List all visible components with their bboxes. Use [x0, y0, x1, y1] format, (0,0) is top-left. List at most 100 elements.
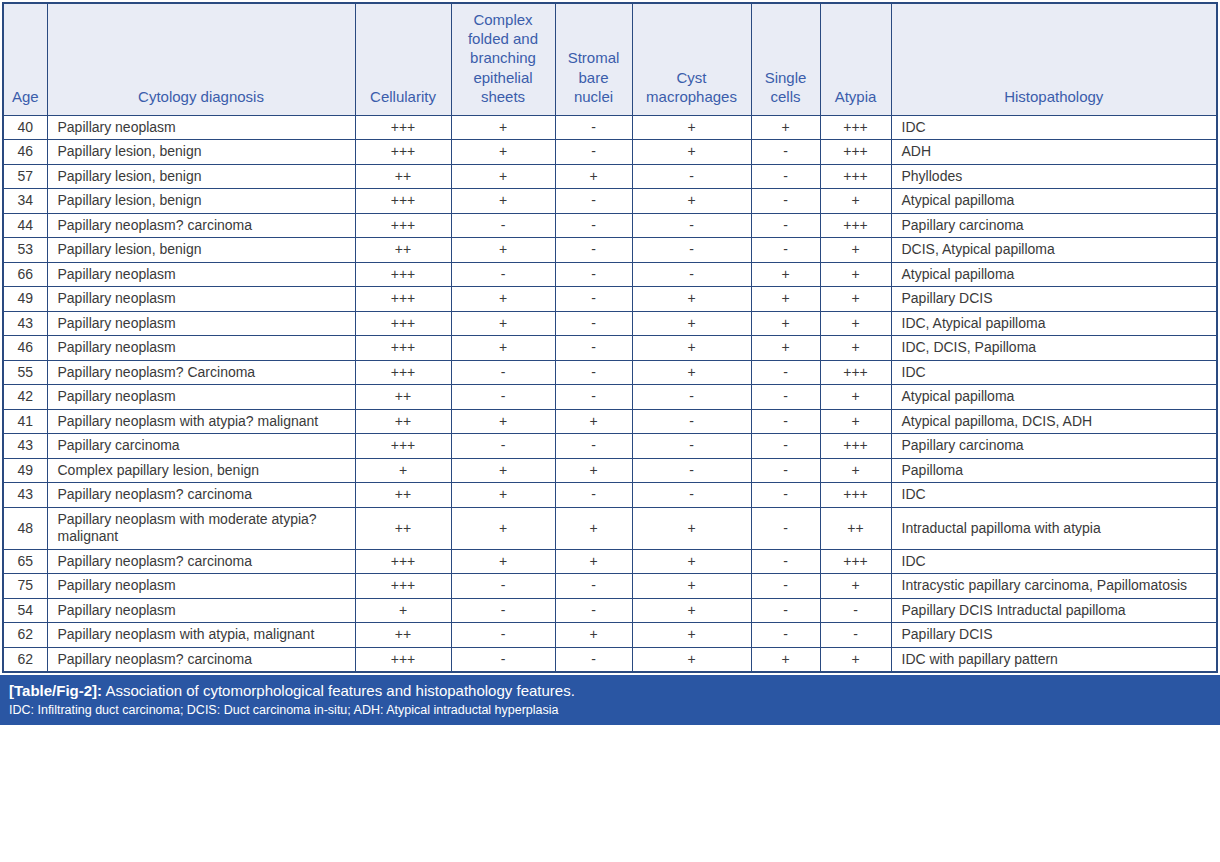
table-cell: +	[751, 115, 820, 140]
table-cell: -	[451, 213, 555, 238]
table-row: 53Papillary lesion, benign+++---+DCIS, A…	[3, 238, 1217, 263]
table-cell: +	[555, 164, 632, 189]
table-cell: +	[632, 287, 751, 312]
table-cell: +++	[355, 115, 451, 140]
table-cell: +	[820, 189, 891, 214]
table-cell: +	[751, 647, 820, 672]
table-header-row: AgeCytology diagnosisCellularityComplex …	[3, 3, 1217, 115]
column-header-complex-folded-and-branching-epithelial-sheets: Complex folded and branching epithelial …	[451, 3, 555, 115]
table-cell: IDC	[891, 549, 1217, 574]
table-cell: 40	[3, 115, 47, 140]
column-header-atypia: Atypia	[820, 3, 891, 115]
table-cell: +	[820, 574, 891, 599]
table-cell: Papillary neoplasm	[47, 262, 355, 287]
table-cell: 62	[3, 647, 47, 672]
table-cell: +	[751, 311, 820, 336]
table-cell: -	[632, 213, 751, 238]
table-cell: 55	[3, 360, 47, 385]
table-cell: -	[751, 385, 820, 410]
table-cell: 49	[3, 287, 47, 312]
table-cell: -	[451, 574, 555, 599]
table-cell: ++	[355, 164, 451, 189]
table-cell: ++	[355, 238, 451, 263]
table-cell: -	[751, 458, 820, 483]
table-cell: +	[820, 287, 891, 312]
table-figure: AgeCytology diagnosisCellularityComplex …	[0, 2, 1220, 725]
table-cell: Papillary neoplasm? carcinoma	[47, 549, 355, 574]
table-cell: -	[632, 262, 751, 287]
table-row: 44Papillary neoplasm? carcinoma+++----++…	[3, 213, 1217, 238]
table-cell: 43	[3, 483, 47, 508]
table-cell: ADH	[891, 140, 1217, 165]
table-cell: Papillary neoplasm	[47, 287, 355, 312]
table-cell: 44	[3, 213, 47, 238]
table-cell: -	[820, 623, 891, 648]
table-cell: -	[632, 238, 751, 263]
table-cell: Atypical papilloma, DCIS, ADH	[891, 409, 1217, 434]
table-row: 54Papillary neoplasm+--+--Papillary DCIS…	[3, 598, 1217, 623]
table-cell: Papillary lesion, benign	[47, 238, 355, 263]
table-cell: +	[820, 336, 891, 361]
table-cell: -	[555, 311, 632, 336]
table-cell: -	[751, 434, 820, 459]
table-cell: +++	[820, 115, 891, 140]
table-cell: Papillary carcinoma	[891, 434, 1217, 459]
table-cell: 49	[3, 458, 47, 483]
table-row: 48Papillary neoplasm with moderate atypi…	[3, 507, 1217, 549]
table-cell: 53	[3, 238, 47, 263]
table-cell: +	[751, 287, 820, 312]
table-cell: +++	[820, 213, 891, 238]
table-cell: +++	[820, 140, 891, 165]
table-cell: IDC, DCIS, Papilloma	[891, 336, 1217, 361]
table-row: 43Papillary neoplasm? carcinoma+++---+++…	[3, 483, 1217, 508]
table-cell: Papillary neoplasm? carcinoma	[47, 647, 355, 672]
table-cell: -	[451, 385, 555, 410]
table-cell: +	[632, 189, 751, 214]
table-cell: -	[555, 262, 632, 287]
table-cell: +	[632, 336, 751, 361]
table-row: 42Papillary neoplasm++----+Atypical papi…	[3, 385, 1217, 410]
table-cell: +	[632, 311, 751, 336]
table-cell: +++	[820, 164, 891, 189]
table-cell: +	[820, 458, 891, 483]
caption-label: [Table/Fig-2]:	[9, 682, 102, 699]
table-cell: -	[751, 409, 820, 434]
table-cell: +	[632, 115, 751, 140]
table-cell: -	[555, 434, 632, 459]
table-cell: -	[555, 287, 632, 312]
table-cell: DCIS, Atypical papilloma	[891, 238, 1217, 263]
table-cell: 43	[3, 434, 47, 459]
table-cell: +	[751, 336, 820, 361]
table-cell: Papillary lesion, benign	[47, 189, 355, 214]
table-cell: +++	[355, 647, 451, 672]
table-cell: Atypical papilloma	[891, 262, 1217, 287]
caption-text: Association of cytomorphological feature…	[105, 682, 574, 699]
table-cell: Papillary neoplasm	[47, 311, 355, 336]
table-cell: Papillary neoplasm	[47, 336, 355, 361]
table-cell: 57	[3, 164, 47, 189]
table-cell: -	[555, 483, 632, 508]
table-row: 46Papillary lesion, benign++++-+-+++ADH	[3, 140, 1217, 165]
column-header-single-cells: Single cells	[751, 3, 820, 115]
table-cell: +++	[820, 483, 891, 508]
caption-line: [Table/Fig-2]: Association of cytomorpho…	[9, 681, 1211, 701]
table-cell: +++	[820, 434, 891, 459]
table-cell: Papillary lesion, benign	[47, 164, 355, 189]
table-cell: Complex papillary lesion, benign	[47, 458, 355, 483]
table-cell: +	[451, 311, 555, 336]
table-cell: Papillary lesion, benign	[47, 140, 355, 165]
table-cell: +++	[355, 360, 451, 385]
table-cell: IDC	[891, 115, 1217, 140]
table-cell: -	[632, 409, 751, 434]
table-cell: Papillary DCIS Intraductal papilloma	[891, 598, 1217, 623]
table-cell: 42	[3, 385, 47, 410]
table-cell: IDC, Atypical papilloma	[891, 311, 1217, 336]
table-cell: 65	[3, 549, 47, 574]
table-cell: 66	[3, 262, 47, 287]
table-cell: +	[355, 598, 451, 623]
table-row: 55Papillary neoplasm? Carcinoma+++--+-++…	[3, 360, 1217, 385]
table-cell: Papillary neoplasm	[47, 385, 355, 410]
table-cell: -	[451, 262, 555, 287]
table-cell: -	[632, 164, 751, 189]
table-cell: -	[451, 647, 555, 672]
